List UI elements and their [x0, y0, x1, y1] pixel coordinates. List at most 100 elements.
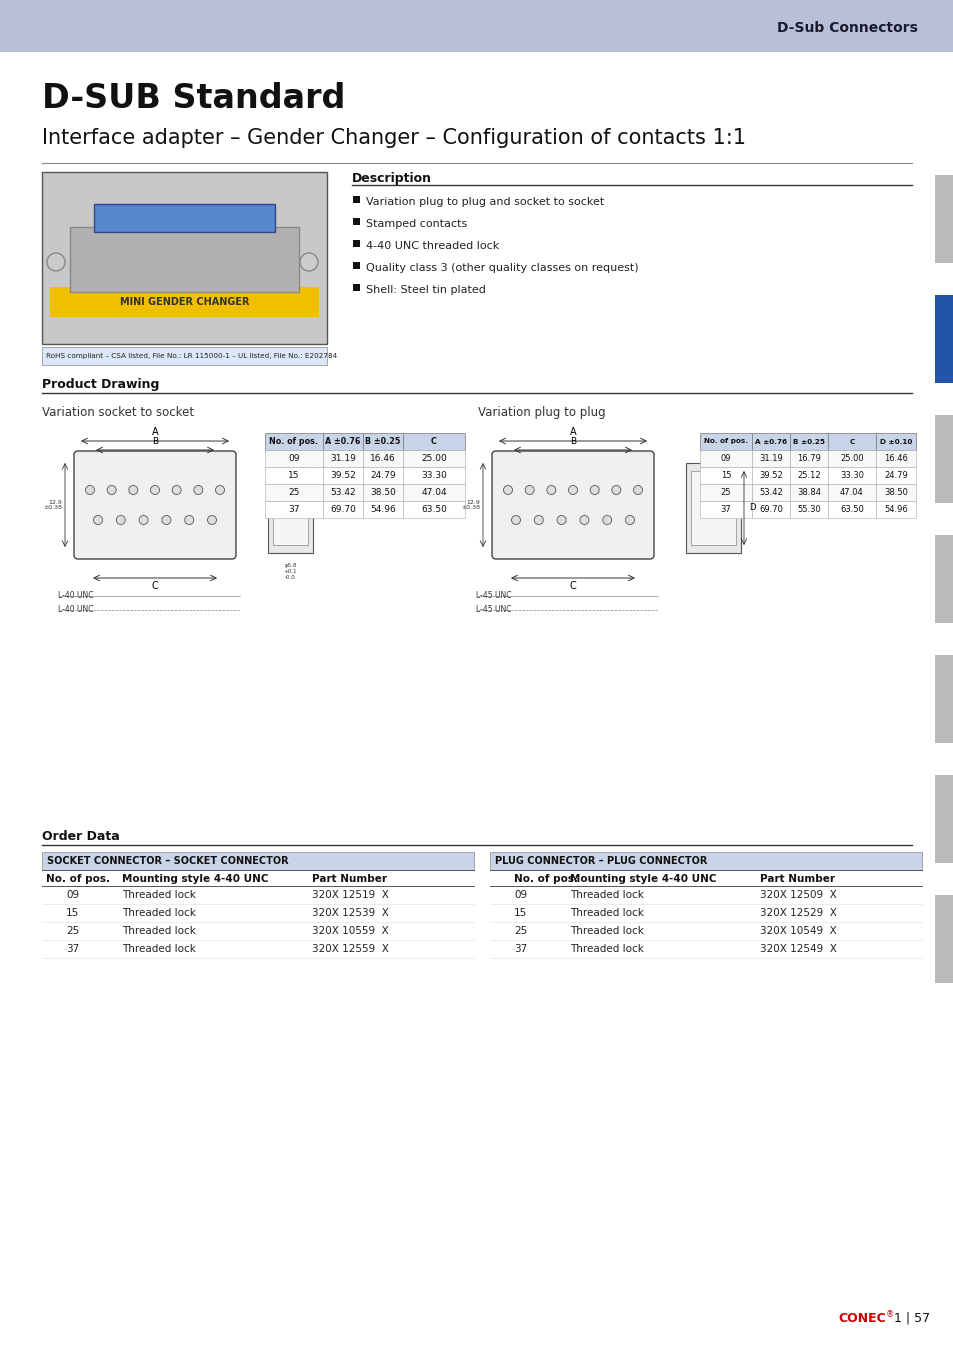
Text: Threaded lock: Threaded lock — [122, 909, 195, 918]
Text: 15: 15 — [720, 471, 731, 481]
Bar — [42, 347, 327, 364]
Text: B ±0.25: B ±0.25 — [792, 439, 824, 444]
Text: 09: 09 — [288, 454, 299, 463]
Text: 09: 09 — [66, 890, 79, 900]
Text: 69.70: 69.70 — [330, 505, 355, 514]
Bar — [700, 450, 751, 467]
Text: 63.50: 63.50 — [420, 505, 446, 514]
Text: 24.79: 24.79 — [370, 471, 395, 481]
Text: 09: 09 — [720, 454, 731, 463]
Bar — [827, 501, 875, 518]
Bar — [323, 450, 363, 467]
Text: C: C — [152, 580, 158, 591]
Text: 31.19: 31.19 — [330, 454, 355, 463]
Text: Threaded lock: Threaded lock — [569, 926, 643, 936]
Text: PLUG CONNECTOR – PLUG CONNECTOR: PLUG CONNECTOR – PLUG CONNECTOR — [495, 856, 706, 865]
Text: 47.04: 47.04 — [420, 487, 446, 497]
Circle shape — [625, 516, 634, 525]
Text: Stamped contacts: Stamped contacts — [366, 219, 467, 230]
Text: C: C — [848, 439, 854, 444]
Circle shape — [299, 252, 317, 271]
Text: 33.30: 33.30 — [840, 471, 863, 481]
Text: 33.30: 33.30 — [420, 471, 446, 481]
Circle shape — [151, 486, 159, 494]
Bar — [268, 463, 313, 554]
Text: Quality class 3 (other quality classes on request): Quality class 3 (other quality classes o… — [366, 263, 638, 273]
Text: RoHS compliant – CSA listed, File No.: LR 115000-1 – UL listed, File No.: E20278: RoHS compliant – CSA listed, File No.: L… — [46, 352, 337, 359]
Text: 38.50: 38.50 — [370, 487, 395, 497]
Text: C: C — [431, 437, 436, 446]
Text: No. of pos.: No. of pos. — [269, 437, 318, 446]
Circle shape — [86, 486, 94, 494]
Circle shape — [93, 516, 102, 525]
Bar — [353, 284, 359, 292]
Text: MINI GENDER CHANGER: MINI GENDER CHANGER — [120, 297, 249, 306]
Bar — [751, 433, 789, 450]
Text: 25.00: 25.00 — [420, 454, 446, 463]
Text: 16.46: 16.46 — [370, 454, 395, 463]
Circle shape — [602, 516, 611, 525]
FancyBboxPatch shape — [74, 451, 235, 559]
Text: 320X 12559  X: 320X 12559 X — [312, 944, 389, 954]
Bar — [751, 485, 789, 501]
Circle shape — [534, 516, 542, 525]
Bar — [934, 414, 953, 504]
Text: 53.42: 53.42 — [759, 487, 782, 497]
Text: 15: 15 — [514, 909, 527, 918]
Bar — [690, 471, 735, 545]
Bar — [789, 501, 827, 518]
Bar — [353, 262, 359, 269]
Text: Mounting style 4-40 UNC: Mounting style 4-40 UNC — [122, 873, 268, 884]
Text: No. of pos.: No. of pos. — [703, 439, 747, 444]
Bar — [700, 485, 751, 501]
Text: 320X 10549  X: 320X 10549 X — [760, 926, 836, 936]
Circle shape — [162, 516, 171, 525]
Text: 320X 12539  X: 320X 12539 X — [312, 909, 389, 918]
Text: 25.00: 25.00 — [840, 454, 862, 463]
Bar — [934, 535, 953, 622]
Text: L-45 UNC: L-45 UNC — [476, 605, 511, 614]
Text: Threaded lock: Threaded lock — [569, 944, 643, 954]
Circle shape — [193, 486, 203, 494]
Text: Threaded lock: Threaded lock — [569, 890, 643, 900]
Text: 320X 10559  X: 320X 10559 X — [312, 926, 388, 936]
Text: L-45 UNC: L-45 UNC — [476, 591, 511, 599]
Bar — [402, 501, 464, 518]
Text: φ5.8
+0.1
-0.0: φ5.8 +0.1 -0.0 — [283, 563, 297, 579]
Text: 69.70: 69.70 — [759, 505, 782, 514]
Bar — [94, 204, 274, 232]
Bar — [353, 196, 359, 202]
Text: 320X 12519  X: 320X 12519 X — [312, 890, 389, 900]
Circle shape — [139, 516, 148, 525]
Circle shape — [524, 486, 534, 494]
Text: 63.50: 63.50 — [840, 505, 863, 514]
Circle shape — [568, 486, 577, 494]
Bar — [402, 485, 464, 501]
Circle shape — [511, 516, 520, 525]
Text: 12.9
±0.38: 12.9 ±0.38 — [460, 500, 479, 510]
Bar — [685, 463, 740, 554]
Text: A: A — [569, 427, 576, 437]
Bar — [875, 450, 915, 467]
Text: Order Data: Order Data — [42, 830, 120, 842]
Bar — [700, 467, 751, 485]
Text: SOCKET CONNECTOR – SOCKET CONNECTOR: SOCKET CONNECTOR – SOCKET CONNECTOR — [47, 856, 289, 865]
Bar — [934, 296, 953, 383]
Text: Description: Description — [352, 171, 432, 185]
Text: C: C — [569, 580, 576, 591]
Bar — [323, 433, 363, 450]
Bar — [751, 450, 789, 467]
Bar — [363, 467, 402, 485]
Text: D ±0.10: D ±0.10 — [879, 439, 911, 444]
Text: L-40 UNC: L-40 UNC — [58, 591, 93, 599]
Bar — [50, 288, 318, 317]
Bar — [875, 485, 915, 501]
Text: 320X 12509  X: 320X 12509 X — [760, 890, 836, 900]
Bar — [42, 852, 474, 869]
Text: 25: 25 — [288, 487, 299, 497]
Text: 25.12: 25.12 — [797, 471, 820, 481]
Text: Shell: Steel tin plated: Shell: Steel tin plated — [366, 285, 485, 296]
Text: Threaded lock: Threaded lock — [122, 926, 195, 936]
Text: 47.04: 47.04 — [840, 487, 863, 497]
Circle shape — [546, 486, 556, 494]
